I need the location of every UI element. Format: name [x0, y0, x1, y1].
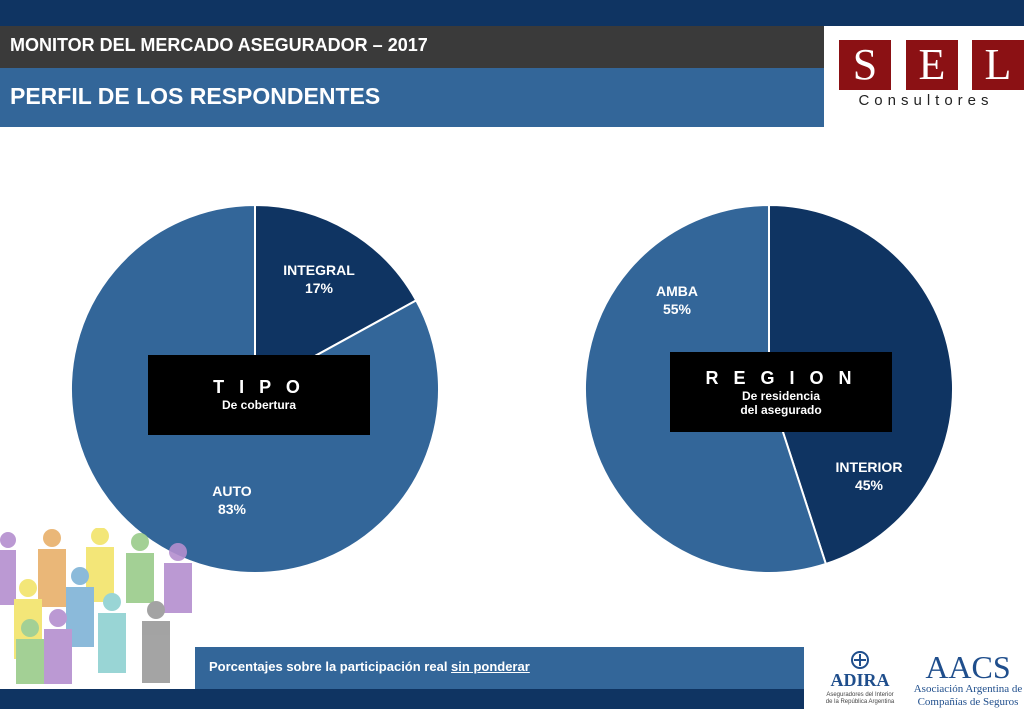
pie-slice-integral [254, 203, 418, 391]
logo-letter-e: E [906, 40, 958, 90]
page-title: PERFIL DE LOS RESPONDENTES [0, 68, 824, 127]
aacs-name: AACS [925, 649, 1010, 685]
bottom-bar [0, 689, 804, 709]
footer-note-text: Porcentajes sobre la participación real [209, 659, 452, 674]
sel-logo: S E L Consultores [824, 26, 1024, 127]
adira-line1: Aseguradores del Interior [826, 692, 893, 698]
slice-label-interior: INTERIOR 45% [819, 458, 919, 494]
aacs-line1: Asociación Argentina de [914, 683, 1023, 695]
slice-value-interior: 45% [854, 477, 884, 493]
slice-name-auto: AUTO [212, 483, 252, 499]
footer-note-underlined: sin ponderar [451, 659, 530, 674]
aacs-logo: AACS Asociación Argentina de Compañías d… [914, 649, 1023, 708]
top-bar [0, 0, 1024, 26]
charts-area: INTEGRAL 17% AUTO 83% AMBA 55% INTERIOR … [0, 127, 1024, 647]
chart-title-region: R E G I O N De residencia del asegurado [670, 352, 892, 432]
slice-name-integral: INTEGRAL [283, 262, 355, 278]
slice-name-interior: INTERIOR [835, 459, 903, 475]
logo-tagline: Consultores [858, 92, 994, 109]
footer-note: Porcentajes sobre la participación real … [195, 647, 804, 689]
logo-letter-s: S [839, 40, 891, 90]
adira-line2: de la República Argentina [826, 699, 895, 705]
chart-title-tipo: T I P O De cobertura [148, 355, 370, 435]
slice-label-integral: INTEGRAL 17% [269, 261, 369, 297]
people-illustration [0, 528, 192, 684]
adira-emblem-icon [851, 651, 869, 669]
adira-name: ADIRA [830, 670, 889, 690]
chart-subtitle-region-line1: De residencia [741, 389, 821, 403]
slice-name-amba: AMBA [656, 283, 698, 299]
aacs-line2: Compañías de Seguros [918, 696, 1019, 708]
adira-logo: ADIRA Aseguradores del Interior de la Re… [826, 651, 895, 705]
slice-label-auto: AUTO 83% [182, 482, 282, 518]
slice-value-auto: 83% [217, 501, 247, 517]
chart-title-region-text: R E G I O N [705, 368, 857, 388]
chart-subtitle-tipo: De cobertura [221, 398, 297, 412]
chart-title-tipo-text: T I P O [213, 377, 305, 397]
slice-value-integral: 17% [304, 280, 334, 296]
logo-letter-l: L [972, 40, 1024, 90]
slice-label-amba: AMBA 55% [627, 282, 727, 318]
report-title: MONITOR DEL MERCADO ASEGURADOR – 2017 [0, 26, 824, 68]
chart-subtitle-region-line2: del asegurado [740, 403, 822, 417]
slice-value-amba: 55% [662, 301, 692, 317]
